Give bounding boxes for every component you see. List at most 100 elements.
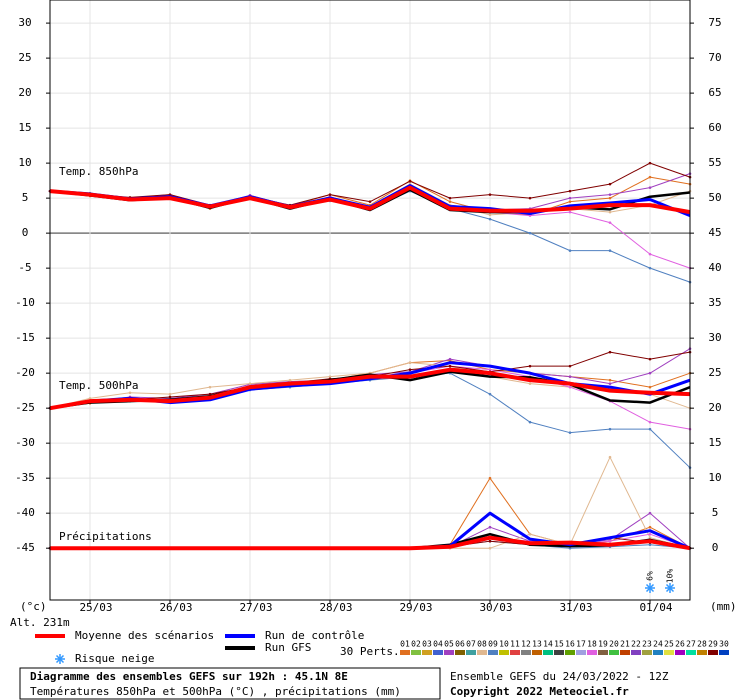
series-dot: [328, 375, 332, 378]
series-dot: [568, 364, 572, 368]
series-dot: [528, 364, 532, 368]
pert-label: 23: [642, 640, 652, 649]
pert-label: 25: [664, 640, 674, 649]
series-dot: [528, 231, 532, 235]
y-unit: (°c): [20, 600, 47, 613]
pert-label: 16: [565, 640, 575, 649]
pert-label: 13: [532, 640, 542, 649]
y-tick-label: 0: [22, 226, 29, 239]
series-dot: [648, 511, 652, 515]
pert-swatch: [675, 650, 685, 655]
series-dot: [488, 539, 492, 543]
pert-label: 01: [400, 640, 410, 649]
pert-swatch: [499, 650, 509, 655]
pert-swatch: [631, 650, 641, 655]
series-dot: [568, 200, 572, 203]
pert-swatch: [411, 650, 421, 655]
series-dot: [408, 368, 412, 371]
legend-label: Run GFS: [265, 641, 311, 654]
snow-label: Risque neige: [75, 652, 154, 665]
y-tick-label: -10: [15, 296, 35, 309]
pert-label: 19: [598, 640, 608, 649]
pert-swatch: [554, 650, 564, 655]
y2-tick-label: 40: [708, 261, 721, 274]
series-dot: [528, 420, 532, 424]
snow-risk: [645, 583, 655, 593]
series-dot: [648, 385, 652, 389]
pert-swatch: [521, 650, 531, 655]
series-line: [49, 367, 691, 411]
x-tick-label: 28/03: [319, 601, 352, 614]
pert-swatch: [620, 650, 630, 655]
x-tick-label: 25/03: [79, 601, 112, 614]
pert-label: 20: [609, 640, 619, 649]
y2-unit: (mm): [710, 600, 737, 613]
series-dot: [648, 266, 652, 270]
series-dot: [608, 455, 612, 459]
y-tick-label: -25: [15, 401, 35, 414]
plot-frame: [49, 0, 691, 601]
y-tick-label: -15: [15, 331, 35, 344]
pert-label: 08: [477, 640, 487, 649]
pert-swatch: [543, 650, 553, 655]
pert-swatch: [477, 650, 487, 655]
pert-swatch: [400, 650, 410, 655]
y2-tick-label: 75: [708, 16, 721, 29]
series-dot: [528, 214, 532, 217]
snow-risk-label: 6%: [646, 571, 655, 581]
y2-tick-label: 35: [708, 296, 721, 309]
pert-label: 07: [466, 640, 476, 649]
series-dot: [88, 397, 92, 400]
pert-swatch: [686, 650, 696, 655]
legend: Risque neige 30 Perts. Moyenne des scéna…: [35, 629, 729, 665]
pert-swatch: [510, 650, 520, 655]
y-tick-label: 20: [18, 86, 31, 99]
x-tick-label: 29/03: [399, 601, 432, 614]
pert-label: 24: [653, 640, 663, 649]
series-dot: [648, 525, 652, 529]
series-dot: [608, 210, 612, 214]
x-tick-label: 27/03: [239, 601, 272, 614]
series-dot: [648, 427, 652, 431]
snow-icon: [55, 654, 65, 664]
pert-swatch: [719, 650, 729, 655]
pert-swatch: [609, 650, 619, 655]
series-dot: [208, 385, 212, 389]
pert-swatch: [664, 650, 674, 655]
series-dot: [568, 196, 572, 200]
lines: [48, 161, 692, 551]
y2-tick-label: 50: [708, 191, 721, 204]
perts-label: 30 Perts.: [340, 645, 400, 658]
snow-icon: [665, 583, 675, 593]
y-tick-label: -30: [15, 436, 35, 449]
series-dot: [648, 420, 652, 424]
copyright: Copyright 2022 Meteociel.fr: [450, 685, 629, 698]
x-tick-label: 01/04: [639, 601, 672, 614]
series-dot: [648, 536, 652, 539]
pert-label: 04: [433, 640, 443, 649]
label-t500: Temp. 500hPa: [59, 379, 138, 392]
pert-swatch: [653, 650, 663, 655]
y2-tick-label: 45: [708, 226, 721, 239]
label-t850: Temp. 850hPa: [59, 165, 138, 178]
series-dot: [648, 252, 652, 256]
pert-swatch: [565, 650, 575, 655]
pert-label: 22: [631, 640, 641, 649]
series-dot: [608, 196, 612, 200]
series-dot: [568, 546, 572, 550]
series-dot: [608, 539, 612, 543]
pert-label: 28: [697, 640, 707, 649]
pert-label: 09: [488, 640, 498, 649]
series-dot: [448, 200, 452, 203]
series-line: [49, 185, 691, 215]
y2-tick-label: 25: [708, 366, 721, 379]
series-dot: [488, 525, 492, 529]
snow-risk-label: 10%: [666, 569, 675, 584]
y2-tick-label: 15: [708, 436, 721, 449]
series-dot: [648, 186, 652, 189]
series-dot: [448, 364, 452, 368]
y2-tick-label: 70: [708, 51, 721, 64]
x-tick-label: 31/03: [559, 601, 592, 614]
title: Diagramme des ensembles GEFS sur 192h : …: [30, 670, 348, 683]
